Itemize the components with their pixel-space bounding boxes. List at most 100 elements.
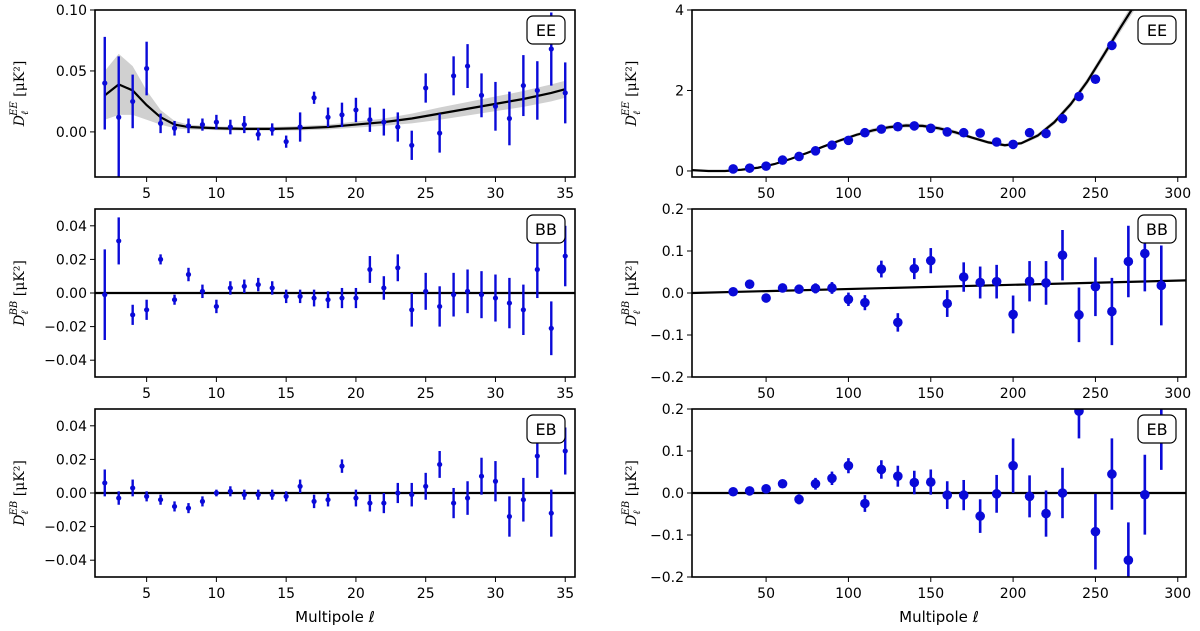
data-point [548,325,554,331]
data-point [199,121,206,128]
data-point [241,492,247,498]
x-tick-label: 100 [835,386,862,402]
x-tick-label: 150 [917,386,944,402]
panel-bb-low: 5 10 15 20 25 30 35 −0.04 −0.02 0.00 0.02 0.04 DℓBB … [9,208,576,402]
y-tick-label: 0.10 [56,3,87,19]
data-point [909,263,920,274]
y-tick-label: 0.04 [56,219,87,235]
data-point [423,288,429,294]
data-point [423,85,429,91]
data-point [562,448,568,454]
data-point [958,490,969,500]
data-point [339,112,345,118]
data-point [1107,306,1117,317]
data-point [409,142,415,148]
data-point [777,283,788,293]
data-point [1008,139,1018,150]
data-point [339,463,345,469]
data-point [325,114,331,120]
data-point [395,124,401,130]
data-point [975,277,985,288]
data-point [116,238,122,244]
data-point [227,488,233,494]
data-point [283,493,289,499]
data-point [451,73,457,79]
y-axis-label: DℓBB [μK²] [9,260,31,327]
data-point [297,293,303,299]
spectrum-badge-box [526,214,566,244]
data-point [130,312,136,318]
data-point [437,461,443,468]
data-point [744,279,755,289]
data-point [728,164,738,174]
data-point [744,486,755,496]
data-point [464,63,471,69]
data-point [492,103,499,109]
data-point [1074,409,1084,416]
y-tick-label: 0.00 [56,125,87,141]
data-point [325,297,331,303]
data-point [381,500,387,506]
data-point [339,295,345,301]
data-point [325,497,331,503]
data-point [1041,508,1051,519]
data-point [534,266,540,273]
data-point [311,295,317,301]
panel-ee-high: 50 100 150 200 250 300 0 2 4 DℓEE [μK²] EE [621,3,1191,202]
data-point [506,513,513,520]
x-tick-label: 25 [417,186,435,202]
data-point [269,285,275,291]
data-point [144,307,150,313]
data-point [876,124,887,134]
y-tick-label: −0.1 [650,328,684,344]
data-point [409,307,415,313]
axes-frame [691,9,1187,178]
data-point [227,285,233,291]
x-tick-label: 10 [207,186,225,202]
x-tick-label: 50 [757,586,775,602]
data-point [185,271,192,278]
data-point [562,90,568,96]
spectrum-badge-label: EB [535,420,556,439]
data-point [893,121,903,132]
data-point [506,300,513,306]
data-point [876,464,887,475]
y-tick-label: −0.1 [650,528,684,544]
data-point [876,264,887,274]
data-point [925,123,936,134]
data-point [909,477,920,488]
spectrum-badge-box [1137,414,1177,444]
data-point [283,293,289,299]
data-point [353,495,359,501]
data-point [478,473,485,479]
data-point [1107,40,1117,51]
data-point [171,125,178,131]
data-point [991,489,1002,499]
data-point [241,121,247,128]
data-point [925,255,936,266]
data-point [548,510,554,516]
data-point [520,497,526,503]
y-tick-label: 0.02 [56,452,87,468]
data-point [423,483,429,489]
data-point [827,140,837,151]
spectrum-badge-label: EB [1146,420,1167,439]
data-point [1041,278,1051,288]
data-point [157,120,164,126]
data-point [116,114,122,120]
x-tick-label: 15 [277,186,295,202]
y-tick-label: −0.2 [650,570,684,586]
data-point [794,284,804,295]
data-point [102,80,108,86]
y-tick-label: −0.02 [44,320,87,336]
data-point [381,285,387,291]
data-point [437,130,443,136]
data-point [794,151,804,162]
data-point [1123,256,1134,267]
data-point [1074,91,1084,102]
x-tick-label: 20 [347,586,365,602]
data-point [761,293,771,303]
spectrum-badge-box [1137,15,1177,45]
data-point [942,490,953,500]
data-point [241,283,247,289]
